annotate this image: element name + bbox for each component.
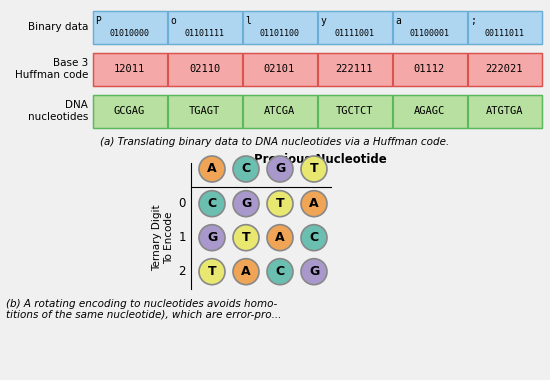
Text: T: T bbox=[276, 197, 284, 210]
FancyBboxPatch shape bbox=[243, 11, 316, 43]
Text: A: A bbox=[207, 163, 217, 176]
Text: C: C bbox=[207, 197, 217, 210]
Circle shape bbox=[301, 156, 327, 182]
Text: 01010000: 01010000 bbox=[109, 28, 150, 38]
Text: C: C bbox=[241, 163, 251, 176]
Text: 222111: 222111 bbox=[336, 64, 373, 74]
Text: Binary data: Binary data bbox=[28, 22, 88, 32]
FancyBboxPatch shape bbox=[317, 95, 392, 128]
FancyBboxPatch shape bbox=[243, 52, 316, 86]
FancyBboxPatch shape bbox=[468, 11, 542, 43]
Text: 00111011: 00111011 bbox=[485, 28, 525, 38]
Text: C: C bbox=[310, 231, 318, 244]
Text: Ternary Digit
To Encode: Ternary Digit To Encode bbox=[152, 204, 174, 271]
Text: A: A bbox=[275, 231, 285, 244]
FancyBboxPatch shape bbox=[92, 95, 167, 128]
Text: A: A bbox=[241, 265, 251, 278]
Circle shape bbox=[301, 191, 327, 217]
FancyBboxPatch shape bbox=[468, 52, 542, 86]
Text: C: C bbox=[276, 265, 284, 278]
Text: a: a bbox=[395, 16, 402, 26]
Text: GCGAG: GCGAG bbox=[114, 106, 145, 116]
Text: P: P bbox=[96, 16, 101, 26]
Text: 0: 0 bbox=[179, 197, 186, 210]
Text: T: T bbox=[310, 163, 318, 176]
FancyBboxPatch shape bbox=[317, 52, 392, 86]
Text: o: o bbox=[170, 16, 177, 26]
Circle shape bbox=[301, 259, 327, 285]
FancyBboxPatch shape bbox=[92, 52, 167, 86]
Text: AGAGC: AGAGC bbox=[414, 106, 445, 116]
Text: y: y bbox=[321, 16, 326, 26]
Circle shape bbox=[267, 259, 293, 285]
Text: TGCTCT: TGCTCT bbox=[336, 106, 373, 116]
Circle shape bbox=[199, 156, 225, 182]
Text: 12011: 12011 bbox=[114, 64, 145, 74]
Circle shape bbox=[199, 191, 225, 217]
Text: A: A bbox=[309, 197, 319, 210]
FancyBboxPatch shape bbox=[393, 11, 466, 43]
Text: Base 3
Huffman code: Base 3 Huffman code bbox=[15, 58, 88, 80]
FancyBboxPatch shape bbox=[317, 11, 392, 43]
Circle shape bbox=[199, 225, 225, 251]
FancyBboxPatch shape bbox=[243, 95, 316, 128]
Circle shape bbox=[233, 156, 259, 182]
Text: 02101: 02101 bbox=[264, 64, 295, 74]
Text: G: G bbox=[275, 163, 285, 176]
FancyBboxPatch shape bbox=[168, 95, 241, 128]
Text: ATGTGA: ATGTGA bbox=[486, 106, 523, 116]
Circle shape bbox=[199, 259, 225, 285]
Text: 01111001: 01111001 bbox=[334, 28, 375, 38]
Circle shape bbox=[233, 225, 259, 251]
FancyBboxPatch shape bbox=[168, 11, 241, 43]
Circle shape bbox=[267, 156, 293, 182]
Text: 01112: 01112 bbox=[414, 64, 445, 74]
Text: 02110: 02110 bbox=[189, 64, 220, 74]
Text: (a) Translating binary data to DNA nucleotides via a Huffman code.: (a) Translating binary data to DNA nucle… bbox=[100, 137, 450, 147]
Text: 2: 2 bbox=[179, 265, 186, 278]
Text: TGAGT: TGAGT bbox=[189, 106, 220, 116]
Circle shape bbox=[233, 259, 259, 285]
Text: (b) A rotating encoding to nucleotides avoids homo-
titions of the same nucleoti: (b) A rotating encoding to nucleotides a… bbox=[6, 299, 282, 320]
Text: ATCGA: ATCGA bbox=[264, 106, 295, 116]
Text: Previous Nucleotide: Previous Nucleotide bbox=[254, 153, 386, 166]
Text: 01100001: 01100001 bbox=[410, 28, 449, 38]
Circle shape bbox=[301, 225, 327, 251]
Text: 1: 1 bbox=[179, 231, 186, 244]
FancyBboxPatch shape bbox=[468, 95, 542, 128]
FancyBboxPatch shape bbox=[393, 95, 466, 128]
Text: 01101100: 01101100 bbox=[260, 28, 300, 38]
Text: G: G bbox=[309, 265, 319, 278]
Text: ;: ; bbox=[470, 16, 476, 26]
Text: T: T bbox=[208, 265, 216, 278]
Text: T: T bbox=[241, 231, 250, 244]
FancyBboxPatch shape bbox=[393, 52, 466, 86]
Text: l: l bbox=[245, 16, 251, 26]
Circle shape bbox=[233, 191, 259, 217]
Text: 222021: 222021 bbox=[486, 64, 523, 74]
Text: 01101111: 01101111 bbox=[184, 28, 224, 38]
FancyBboxPatch shape bbox=[168, 52, 241, 86]
Text: DNA
nucleotides: DNA nucleotides bbox=[28, 100, 88, 122]
Text: G: G bbox=[207, 231, 217, 244]
Circle shape bbox=[267, 225, 293, 251]
Circle shape bbox=[267, 191, 293, 217]
Text: G: G bbox=[241, 197, 251, 210]
FancyBboxPatch shape bbox=[92, 11, 167, 43]
